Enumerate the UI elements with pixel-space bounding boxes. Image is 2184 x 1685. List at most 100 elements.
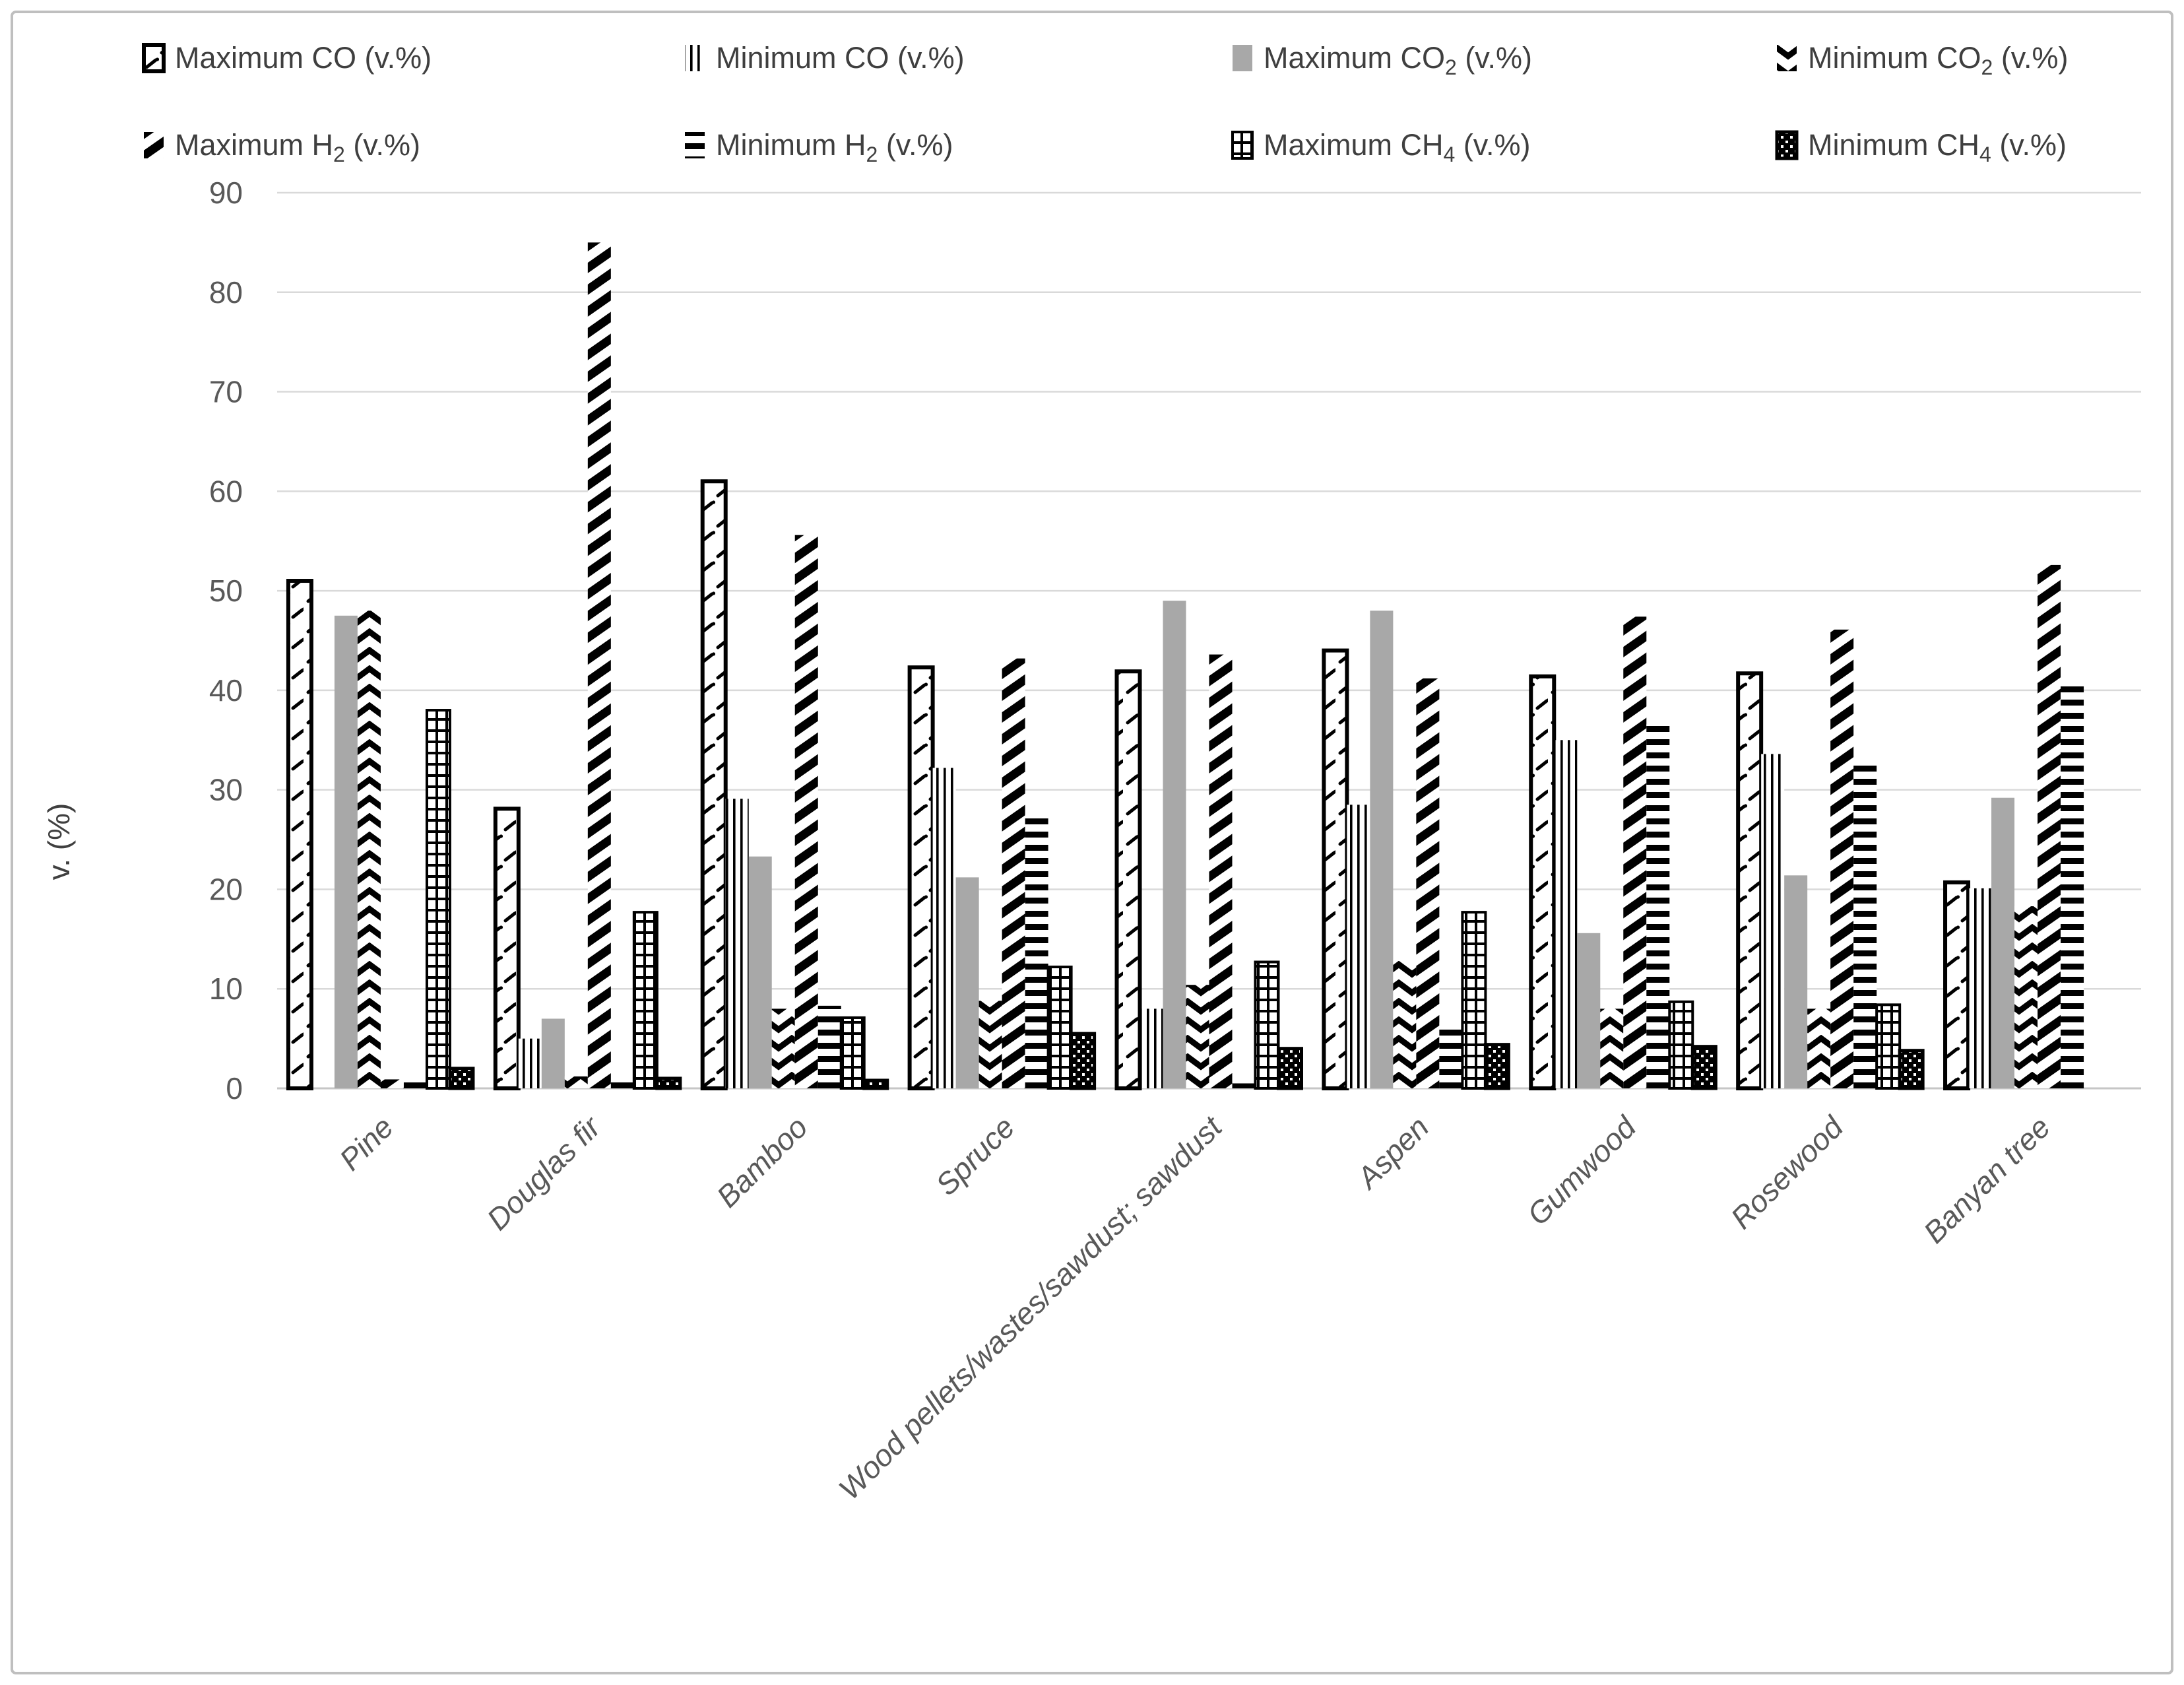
- bar: [2014, 906, 2038, 1088]
- bar: [587, 242, 611, 1088]
- bar: [748, 856, 772, 1088]
- legend-item: Minimum CO (v.%): [683, 41, 965, 75]
- legend-item: Minimum CO2 (v.%): [1775, 41, 2069, 79]
- y-tick-label: 40: [209, 673, 243, 708]
- legend-item: Minimum CH4 (v.%): [1775, 128, 2067, 166]
- y-axis-tick-labels: 0 10 20 30 40 50 60 70 80 90: [209, 176, 243, 1106]
- y-tick-label: 30: [209, 773, 243, 807]
- bar: [1623, 616, 1647, 1088]
- y-tick-label: 60: [209, 474, 243, 508]
- legend-label: Minimum CO2 (v.%): [1808, 41, 2069, 79]
- bar: [862, 1078, 889, 1090]
- bar: [518, 1038, 542, 1088]
- y-tick-label: 50: [209, 574, 243, 608]
- bar: [700, 479, 728, 1090]
- bar: [1600, 1008, 1624, 1088]
- category-label: Wood pellets/wastes/sawdust; sawdust: [832, 1109, 1229, 1506]
- bar: [1416, 678, 1440, 1088]
- solid-gray-pattern-icon: [1233, 45, 1252, 71]
- bar: [357, 611, 381, 1088]
- bar: [725, 799, 749, 1088]
- bordered-diagonal-dash-pattern-icon: [142, 43, 166, 73]
- category-label: Rosewood: [1724, 1109, 1850, 1235]
- legend-item: Maximum H2 (v.%): [142, 128, 420, 166]
- bar: [655, 1076, 682, 1090]
- legend-label: Maximum H2 (v.%): [175, 128, 420, 166]
- bar: [334, 615, 358, 1088]
- bar: [955, 877, 979, 1088]
- vertical-stripes-pattern-icon: [685, 45, 705, 71]
- bar: [1529, 674, 1557, 1090]
- bar: [794, 535, 818, 1088]
- y-tick-label: 10: [209, 972, 243, 1006]
- bar: [286, 579, 313, 1090]
- bar: [1347, 805, 1370, 1088]
- bar: [1668, 1000, 1694, 1090]
- bar: [1461, 911, 1487, 1090]
- bar: [1968, 888, 1992, 1088]
- legend-item: Maximum CO2 (v.%): [1231, 41, 1532, 79]
- bar: [932, 768, 956, 1088]
- bar: [2038, 564, 2061, 1088]
- legend-label: Maximum CO (v.%): [175, 41, 432, 75]
- bar: [1070, 1032, 1097, 1090]
- legend-label: Maximum CO2 (v.%): [1264, 41, 1532, 79]
- bar: [1483, 1043, 1510, 1090]
- bar: [1322, 648, 1349, 1090]
- category-label: Douglas fir: [480, 1109, 608, 1236]
- bar: [1807, 1008, 1831, 1088]
- category-label: Pine: [333, 1109, 400, 1177]
- y-tick-label: 0: [226, 1071, 243, 1106]
- bar: [1002, 658, 1025, 1088]
- y-tick-label: 90: [209, 176, 243, 210]
- bar: [979, 1001, 1002, 1088]
- bar: [493, 807, 521, 1090]
- bar: [1393, 960, 1417, 1088]
- horizontal-stripes-pattern-icon: [685, 132, 705, 158]
- bar: [1943, 880, 1971, 1090]
- legend-item: Maximum CO (v.%): [142, 41, 432, 75]
- bar: [2061, 683, 2084, 1088]
- bar: [1209, 654, 1233, 1088]
- bar: [564, 1076, 588, 1088]
- bar: [1025, 813, 1048, 1088]
- bar: [1736, 671, 1764, 1090]
- bar: [1853, 764, 1877, 1088]
- bar: [1830, 629, 1854, 1088]
- category-label: Spruce: [929, 1109, 1021, 1202]
- bar: [448, 1067, 475, 1090]
- bar: [1690, 1045, 1718, 1090]
- category-label: Bamboo: [710, 1109, 814, 1214]
- category-label: Aspen: [1349, 1109, 1435, 1196]
- bar: [1163, 601, 1186, 1088]
- bar: [1991, 797, 2015, 1088]
- bar: [1784, 875, 1808, 1088]
- y-tick-label: 70: [209, 375, 243, 409]
- bar: [403, 1081, 427, 1088]
- y-tick-label: 80: [209, 275, 243, 310]
- legend-label: Minimum CH4 (v.%): [1808, 128, 2067, 166]
- bar: [1898, 1049, 1925, 1090]
- bar: [1277, 1047, 1303, 1090]
- bar: [907, 665, 935, 1090]
- bar: [541, 1018, 565, 1088]
- bar: [839, 1016, 866, 1090]
- bar: [380, 1079, 404, 1088]
- bar-series: [286, 242, 2084, 1090]
- category-label: Banyan tree: [1917, 1109, 2057, 1249]
- category-label: Gumwood: [1520, 1109, 1643, 1232]
- bar: [1554, 740, 1578, 1088]
- bar: [1254, 960, 1280, 1090]
- diagonal-stripes-pattern-icon: [144, 132, 164, 158]
- herringbone-chevron-pattern-icon: [1777, 45, 1797, 71]
- bar: [1232, 1083, 1256, 1088]
- bar: [818, 1005, 841, 1088]
- legend-label: Minimum CO (v.%): [716, 41, 965, 75]
- bar: [1186, 985, 1209, 1088]
- bar: [1761, 754, 1785, 1088]
- open-grid-pattern-icon: [1231, 131, 1254, 160]
- legend-label: Minimum H2 (v.%): [716, 128, 953, 166]
- bar: [632, 911, 658, 1090]
